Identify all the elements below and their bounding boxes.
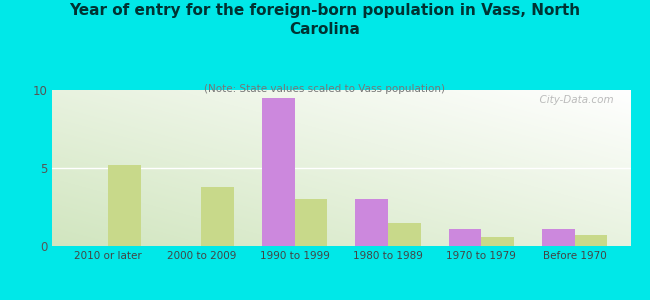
Bar (356, 199, 388, 246)
Text: (Note: State values scaled to Vass population): (Note: State values scaled to Vass popul… (205, 84, 445, 94)
Bar (388, 223, 421, 246)
Text: City-Data.com: City-Data.com (532, 95, 613, 105)
Bar (262, 98, 294, 246)
Bar (108, 165, 140, 246)
Bar (575, 235, 607, 246)
Bar (542, 229, 575, 246)
Bar (202, 187, 234, 246)
Legend: Vass, North Carolina: Vass, North Carolina (231, 299, 451, 300)
Bar (481, 237, 514, 246)
Bar (448, 229, 481, 246)
Bar (294, 199, 327, 246)
Text: Year of entry for the foreign-born population in Vass, North
Carolina: Year of entry for the foreign-born popul… (70, 3, 580, 37)
